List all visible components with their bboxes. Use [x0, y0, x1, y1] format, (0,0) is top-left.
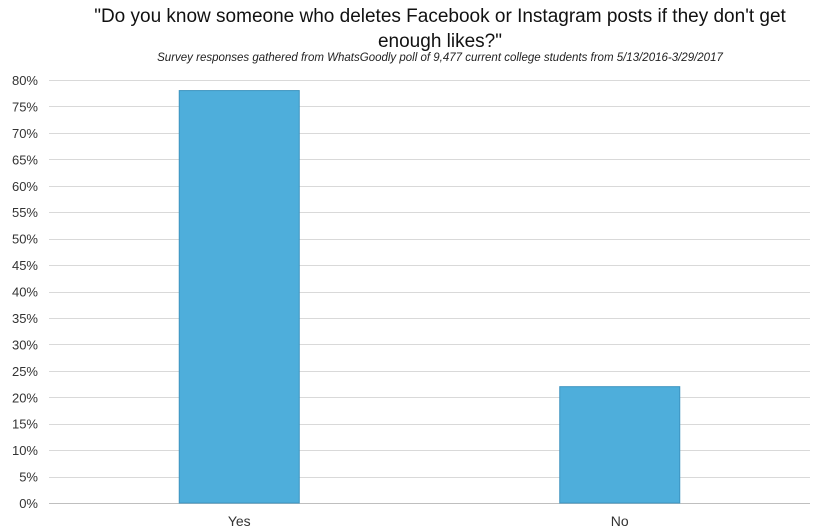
x-axis-ticks: Yes No: [228, 513, 629, 529]
gridlines: [49, 80, 810, 504]
x-tick-label: Yes: [228, 513, 251, 529]
y-tick-label: 20%: [12, 390, 38, 405]
bar-no: [559, 386, 681, 504]
y-tick-label: 0%: [19, 496, 38, 511]
y-tick-label: 45%: [12, 258, 38, 273]
y-axis-ticks: 0% 5% 10% 15% 20% 25% 30% 35% 40% 45% 50% 55% 60% 65%…: [12, 73, 38, 511]
y-tick-label: 80%: [12, 73, 38, 88]
y-tick-label: 30%: [12, 337, 38, 352]
y-tick-label: 65%: [12, 152, 38, 167]
y-tick-label: 15%: [12, 417, 38, 432]
y-tick-label: 35%: [12, 311, 38, 326]
y-tick-label: 60%: [12, 179, 38, 194]
bar-yes: [178, 90, 300, 504]
y-tick-label: 70%: [12, 126, 38, 141]
y-tick-label: 5%: [19, 470, 38, 485]
bars: [178, 90, 681, 504]
y-tick-label: 50%: [12, 232, 38, 247]
y-tick-label: 25%: [12, 364, 38, 379]
x-tick-label: No: [611, 513, 629, 529]
y-tick-label: 40%: [12, 285, 38, 300]
chart-title: "Do you know someone who deletes Faceboo…: [94, 6, 786, 52]
y-tick-label: 55%: [12, 205, 38, 220]
chart-subtitle: Survey responses gathered from WhatsGood…: [157, 52, 723, 64]
y-tick-label: 75%: [12, 99, 38, 114]
y-tick-label: 10%: [12, 443, 38, 458]
